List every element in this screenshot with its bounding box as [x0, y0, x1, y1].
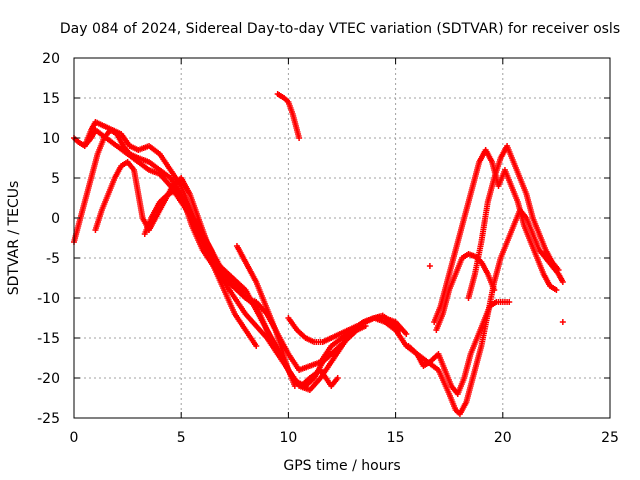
data-point-arc-9	[506, 299, 513, 305]
data-point-arc-6	[291, 383, 298, 389]
y-tick-label: -10	[37, 291, 60, 307]
x-tick-label: 5	[177, 430, 186, 446]
chart-title: Day 084 of 2024, Sidereal Day-to-day VTE…	[60, 21, 620, 37]
x-tick-label: 0	[70, 430, 79, 446]
y-tick-label: 10	[42, 131, 60, 147]
data-point-arc-10	[491, 287, 498, 293]
y-tick-label: -15	[37, 331, 60, 347]
y-tick-label: -5	[46, 251, 60, 267]
data-point-arc-1	[403, 331, 410, 337]
data-point-isolated	[426, 263, 433, 269]
y-tick-label: -20	[37, 371, 60, 387]
x-tick-label: 20	[494, 430, 512, 446]
x-tick-label: 15	[387, 430, 405, 446]
data-point-arc-12	[555, 267, 562, 273]
y-tick-label: -25	[37, 411, 60, 427]
y-tick-label: 20	[42, 51, 60, 67]
y-tick-label: 15	[42, 91, 60, 107]
axis-ticks: 0 5 10 15 20 25 -25 -20 -15 -10 -5 0 5 10 15 20	[37, 51, 619, 446]
data-point-arc-11	[553, 287, 560, 293]
data-point-arc-3	[334, 375, 341, 381]
x-tick-label: 10	[279, 430, 297, 446]
data-point-arc-8	[396, 327, 403, 333]
data-point-arc-2	[253, 343, 260, 349]
x-tick-label: 25	[601, 430, 619, 446]
data-points	[71, 91, 566, 417]
data-point-isolated	[559, 319, 566, 325]
data-point-arc-7	[296, 135, 303, 141]
y-tick-label: 0	[51, 211, 60, 227]
y-axis-label: SDTVAR / TECUs	[6, 181, 22, 296]
plot-frame	[73, 57, 611, 419]
x-axis-label: GPS time / hours	[283, 458, 400, 474]
data-point-arc-4	[559, 279, 566, 285]
y-tick-label: 5	[51, 171, 60, 187]
